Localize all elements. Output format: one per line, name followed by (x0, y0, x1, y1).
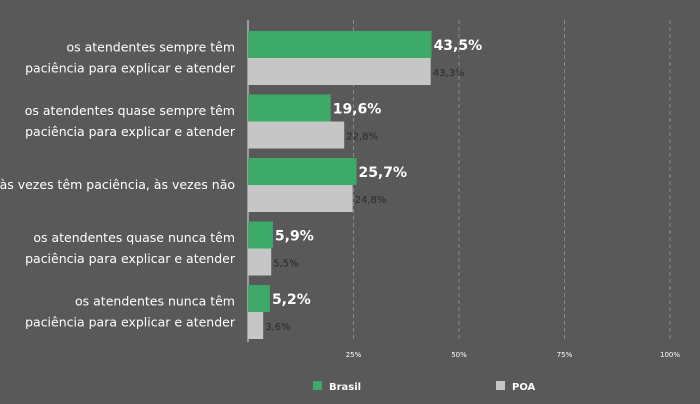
category-label-2-0: às vezes têm paciência, às vezes não (0, 177, 235, 192)
x-tick-75: 75% (557, 351, 573, 359)
x-tick-50: 50% (451, 351, 467, 359)
category-label-0-1: paciência para explicar e atender (25, 61, 236, 76)
value-label-brasil-4: 5,2% (272, 292, 311, 308)
x-axis-ticks: 25% 50% 75% 100% (346, 351, 681, 359)
bar-brasil-2 (248, 158, 357, 185)
category-labels: os atendentes sempre têm paciência para e… (0, 40, 236, 330)
bar-brasil-0 (248, 31, 432, 58)
value-label-brasil-2: 25,7% (358, 165, 407, 181)
value-label-brasil-1: 19,6% (333, 102, 382, 118)
bar-poa-1 (248, 121, 345, 149)
category-label-4-1: paciência para explicar e atender (25, 315, 236, 330)
category-label-1-1: paciência para explicar e atender (25, 124, 236, 139)
category-label-4-0: os atendentes nunca têm (75, 294, 235, 309)
value-label-poa-3: 5,5% (273, 259, 298, 270)
value-labels: 43,5% 43,3% 19,6% 22,8% 25,7% 24,8% 5,9% 5,5% 5,… (265, 38, 482, 333)
bar-poa-4 (248, 312, 264, 339)
legend-swatch-brasil (313, 381, 322, 390)
legend: Brasil POA (313, 381, 536, 393)
value-label-poa-0: 43,3% (433, 68, 465, 79)
category-label-0-0: os atendentes sempre têm (66, 40, 235, 55)
legend-swatch-poa (496, 381, 505, 390)
value-label-brasil-3: 5,9% (275, 229, 314, 245)
x-tick-25: 25% (346, 351, 362, 359)
value-label-brasil-0: 43,5% (434, 38, 483, 54)
category-label-1-0: os atendentes quase sempre têm (25, 103, 235, 118)
bar-poa-2 (248, 185, 353, 212)
x-tick-100: 100% (660, 351, 680, 359)
category-label-3-1: paciência para explicar e atender (25, 251, 236, 266)
category-label-3-0: os atendentes quase nunca têm (33, 230, 235, 245)
value-label-poa-4: 3,6% (265, 322, 290, 333)
value-label-poa-2: 24,8% (355, 195, 387, 206)
bar-poa-3 (248, 248, 272, 276)
value-label-poa-1: 22,8% (346, 132, 378, 143)
bars (248, 31, 432, 339)
bar-poa-0 (248, 58, 431, 85)
bar-brasil-1 (248, 94, 331, 122)
legend-label-poa: POA (512, 382, 536, 393)
bar-brasil-4 (248, 285, 270, 312)
bar-brasil-3 (248, 221, 273, 249)
legend-label-brasil: Brasil (329, 382, 361, 393)
